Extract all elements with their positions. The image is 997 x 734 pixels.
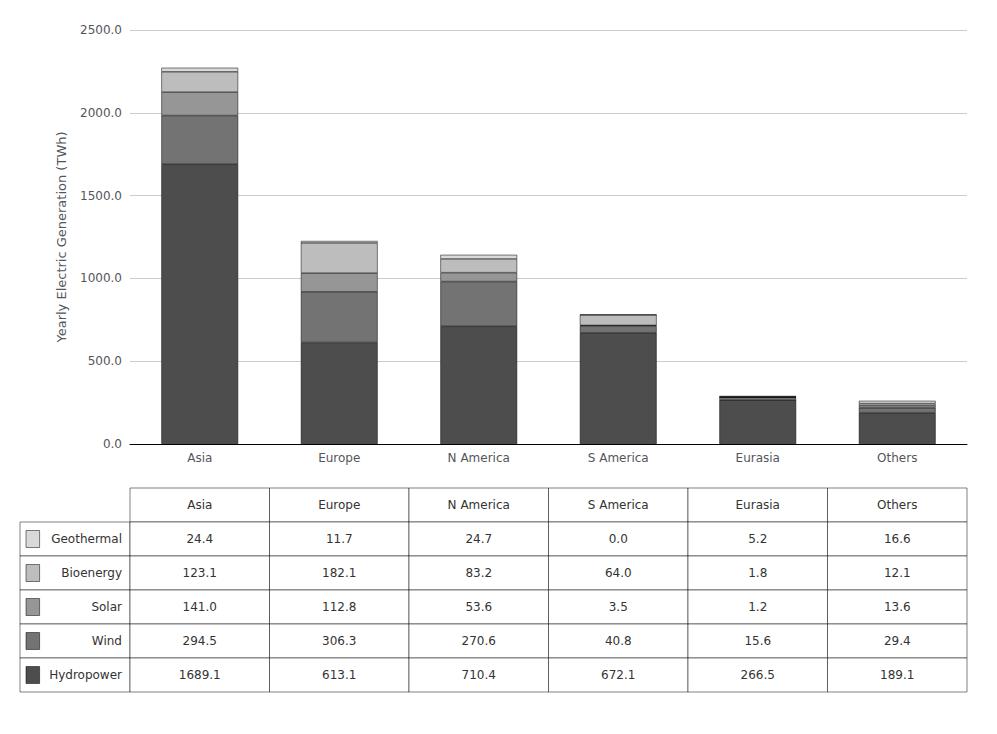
svg-text:Asia: Asia bbox=[187, 498, 212, 512]
svg-text:Asia: Asia bbox=[187, 451, 212, 465]
svg-text:306.3: 306.3 bbox=[322, 634, 356, 648]
svg-text:Hydropower: Hydropower bbox=[49, 668, 122, 682]
svg-text:0.0: 0.0 bbox=[103, 437, 122, 451]
svg-text:Others: Others bbox=[877, 451, 917, 465]
svg-text:Europe: Europe bbox=[318, 451, 360, 465]
svg-text:0.0: 0.0 bbox=[609, 532, 628, 546]
svg-text:710.4: 710.4 bbox=[462, 668, 496, 682]
svg-text:12.1: 12.1 bbox=[884, 566, 911, 580]
svg-text:2500.0: 2500.0 bbox=[80, 23, 122, 37]
svg-text:1.2: 1.2 bbox=[748, 600, 767, 614]
svg-text:1.8: 1.8 bbox=[748, 566, 767, 580]
svg-text:266.5: 266.5 bbox=[741, 668, 775, 682]
svg-text:S America: S America bbox=[588, 451, 649, 465]
svg-text:11.7: 11.7 bbox=[326, 532, 353, 546]
svg-text:13.6: 13.6 bbox=[884, 600, 911, 614]
svg-text:Others: Others bbox=[877, 498, 917, 512]
svg-text:112.8: 112.8 bbox=[322, 600, 356, 614]
svg-text:15.6: 15.6 bbox=[744, 634, 771, 648]
svg-text:N America: N America bbox=[448, 498, 510, 512]
svg-text:64.0: 64.0 bbox=[605, 566, 632, 580]
svg-text:3.5: 3.5 bbox=[609, 600, 628, 614]
svg-text:294.5: 294.5 bbox=[183, 634, 217, 648]
svg-text:Geothermal: Geothermal bbox=[51, 532, 122, 546]
svg-text:Eurasia: Eurasia bbox=[736, 451, 780, 465]
svg-text:Bioenergy: Bioenergy bbox=[61, 566, 122, 580]
svg-text:189.1: 189.1 bbox=[880, 668, 914, 682]
svg-text:S America: S America bbox=[588, 498, 649, 512]
svg-text:182.1: 182.1 bbox=[322, 566, 356, 580]
svg-text:1500.0: 1500.0 bbox=[80, 189, 122, 203]
svg-text:2000.0: 2000.0 bbox=[80, 106, 122, 120]
svg-text:Eurasia: Eurasia bbox=[736, 498, 780, 512]
svg-text:613.1: 613.1 bbox=[322, 668, 356, 682]
svg-text:Europe: Europe bbox=[318, 498, 360, 512]
svg-text:53.6: 53.6 bbox=[465, 600, 492, 614]
svg-text:672.1: 672.1 bbox=[601, 668, 635, 682]
svg-text:1000.0: 1000.0 bbox=[80, 271, 122, 285]
svg-text:123.1: 123.1 bbox=[183, 566, 217, 580]
svg-text:Wind: Wind bbox=[92, 634, 122, 648]
svg-text:270.6: 270.6 bbox=[462, 634, 496, 648]
svg-text:29.4: 29.4 bbox=[884, 634, 911, 648]
svg-text:141.0: 141.0 bbox=[183, 600, 217, 614]
svg-text:24.4: 24.4 bbox=[186, 532, 213, 546]
svg-text:40.8: 40.8 bbox=[605, 634, 632, 648]
svg-text:83.2: 83.2 bbox=[465, 566, 492, 580]
svg-text:5.2: 5.2 bbox=[748, 532, 767, 546]
svg-text:Solar: Solar bbox=[91, 600, 122, 614]
svg-text:N America: N America bbox=[448, 451, 510, 465]
svg-text:500.0: 500.0 bbox=[88, 354, 122, 368]
svg-text:1689.1: 1689.1 bbox=[179, 668, 221, 682]
svg-text:Yearly Electric Generation (TW: Yearly Electric Generation (TWh) bbox=[54, 131, 69, 343]
svg-text:16.6: 16.6 bbox=[884, 532, 911, 546]
svg-text:24.7: 24.7 bbox=[465, 532, 492, 546]
